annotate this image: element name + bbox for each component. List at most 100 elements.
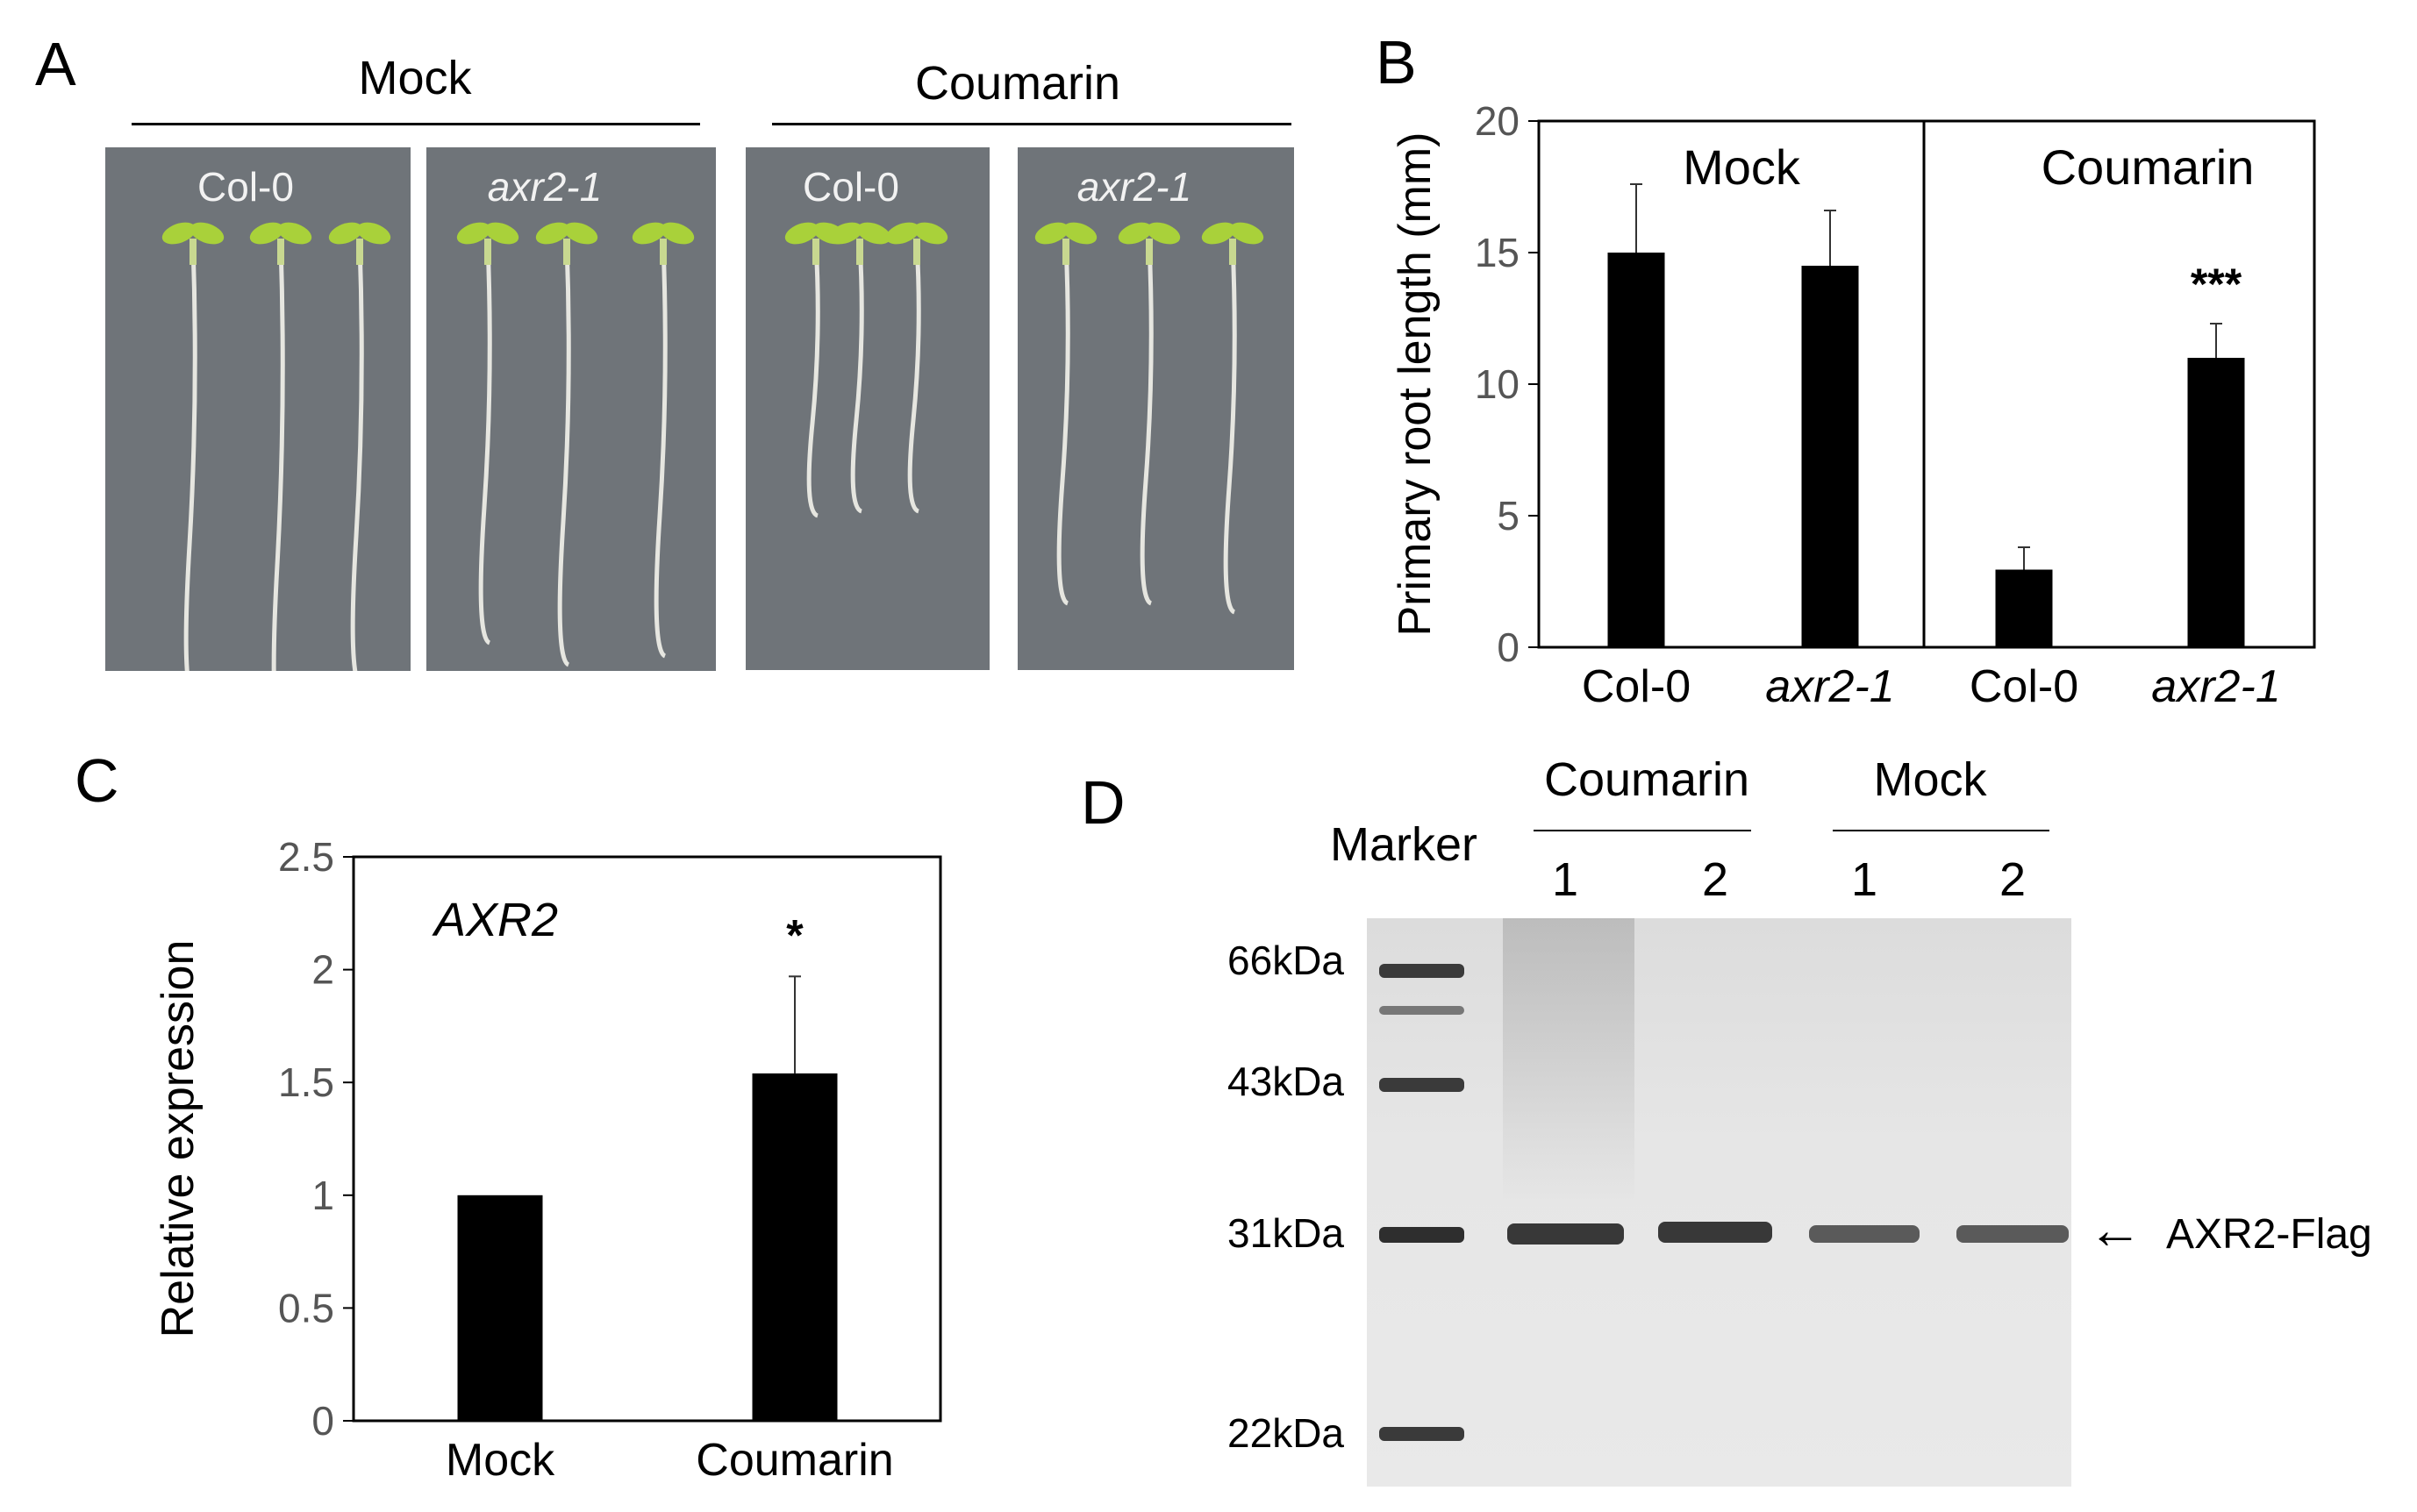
hypocotyl [812,239,819,265]
marker-band [1379,964,1464,978]
photo-label: Col-0 [197,164,294,210]
x-tick-label: Mock [446,1435,555,1486]
axr2-band-coumarin-2 [1658,1222,1772,1243]
root [557,243,571,667]
axr2-band-coumarin-1 [1507,1223,1624,1245]
x-tick-label: Coumarin [696,1435,893,1486]
y-tick-label: 0 [311,1398,334,1444]
y-tick-label: 0 [1497,624,1520,670]
cotyledon [660,222,695,245]
y-tick-label: 10 [1475,361,1520,407]
hypocotyl [1146,239,1153,265]
root [654,243,668,659]
y-tick-label: 15 [1475,230,1520,275]
lane-number: 2 [1999,853,2027,906]
y-tick-label: 5 [1497,493,1520,538]
cotyledon [856,222,891,245]
y-tick-label: 2.5 [278,834,334,880]
gel-group-mock: Mock [1873,753,1987,806]
root [907,243,921,514]
gel-group-line-mock [1833,830,2049,831]
root [1056,243,1070,606]
band-label-axr2-flag: AXR2-Flag [2166,1211,2372,1258]
arrow-left-icon: ← [2088,1200,2142,1260]
western-blot-gel [1367,918,2071,1487]
bar [2187,358,2245,647]
cotyledon [1146,222,1181,245]
seedling-photo-coumarin-col0: Col-0 [746,147,990,670]
hypocotyl [484,239,491,265]
y-axis-label: Primary root length (mm) [1390,132,1441,637]
x-tick-label: Col-0 [1582,661,1691,712]
cotyledon [189,222,225,245]
seedlings [456,222,695,667]
cotyledon [913,222,948,245]
chart-b-root-length: 0 5 10 15 20 Primary root length (mm) Col-0 axr… [1390,98,2316,712]
photo-label: axr2-1 [487,164,603,210]
y-tick-label: 0.5 [278,1285,334,1330]
cotyledon [784,222,819,245]
marker-band [1379,1078,1464,1092]
panel-a-letter: A [35,30,76,98]
marker-band [1379,1006,1464,1015]
root [183,243,197,671]
root [806,243,820,518]
axr2-band-mock-2 [1956,1225,2069,1243]
bar [1801,266,1859,647]
panel-c-letter: C [75,746,119,815]
hypocotyl [1062,239,1069,265]
group-label-coumarin: Coumarin [914,57,1121,110]
y-tick-label: 1 [311,1173,334,1218]
significance-mark: *** [2191,260,2242,309]
cotyledon [1118,222,1153,245]
cotyledon [1229,222,1264,245]
group-label-mock: Mock [1683,139,1801,195]
cotyledon [828,222,863,245]
cotyledon [356,222,391,245]
root [271,243,285,671]
hypocotyl [189,239,197,265]
hypocotyl [856,239,863,265]
group-label-coumarin: Coumarin [2042,139,2255,195]
lane-number: 2 [1701,853,1729,906]
cotyledon [1062,222,1098,245]
marker-band [1379,1227,1464,1243]
x-tick-label: Col-0 [1970,661,2078,712]
hypocotyl [913,239,920,265]
bar [457,1195,543,1421]
bar [1607,253,1665,647]
size-label-22: 22kDa [1227,1410,1344,1456]
x-tick-label: axr2-1 [2151,661,2280,712]
marker-band [1379,1427,1464,1441]
size-label-31: 31kDa [1227,1210,1344,1256]
seedling-photo-mock-axr2: axr2-1 [426,147,716,671]
cotyledon [885,222,920,245]
y-axis-label: Relative expression [153,940,204,1338]
lane-number: 1 [1551,853,1579,906]
bar [752,1073,838,1421]
cotyledon [535,222,570,245]
root [850,243,864,514]
bar [1995,569,2053,647]
chart-title: AXR2 [432,894,558,946]
cotyledon [1201,222,1236,245]
panel-b-letter: B [1376,28,1417,96]
x-tick-label: axr2-1 [1765,661,1894,712]
cotyledon [328,222,363,245]
gel-group-line-coumarin [1534,830,1751,831]
seedling-photo-coumarin-axr2: axr2-1 [1018,147,1294,670]
chart-c-relative-expression: 0 0.5 1 1.5 2 2.5 Relative expression Mock Couma… [153,834,942,1486]
y-tick-label: 1.5 [278,1059,334,1105]
root [1140,243,1154,606]
photo-label: Col-0 [803,164,899,210]
panel-d-letter: D [1081,768,1126,837]
significance-mark: * [786,910,804,959]
hypocotyl [563,239,570,265]
root [1223,243,1237,615]
marker-label: Marker [1330,818,1478,871]
cotyledon [249,222,284,245]
cotyledon [456,222,491,245]
photo-label: axr2-1 [1076,164,1192,210]
group-label-mock: Mock [358,52,472,104]
size-label-43: 43kDa [1227,1059,1344,1104]
